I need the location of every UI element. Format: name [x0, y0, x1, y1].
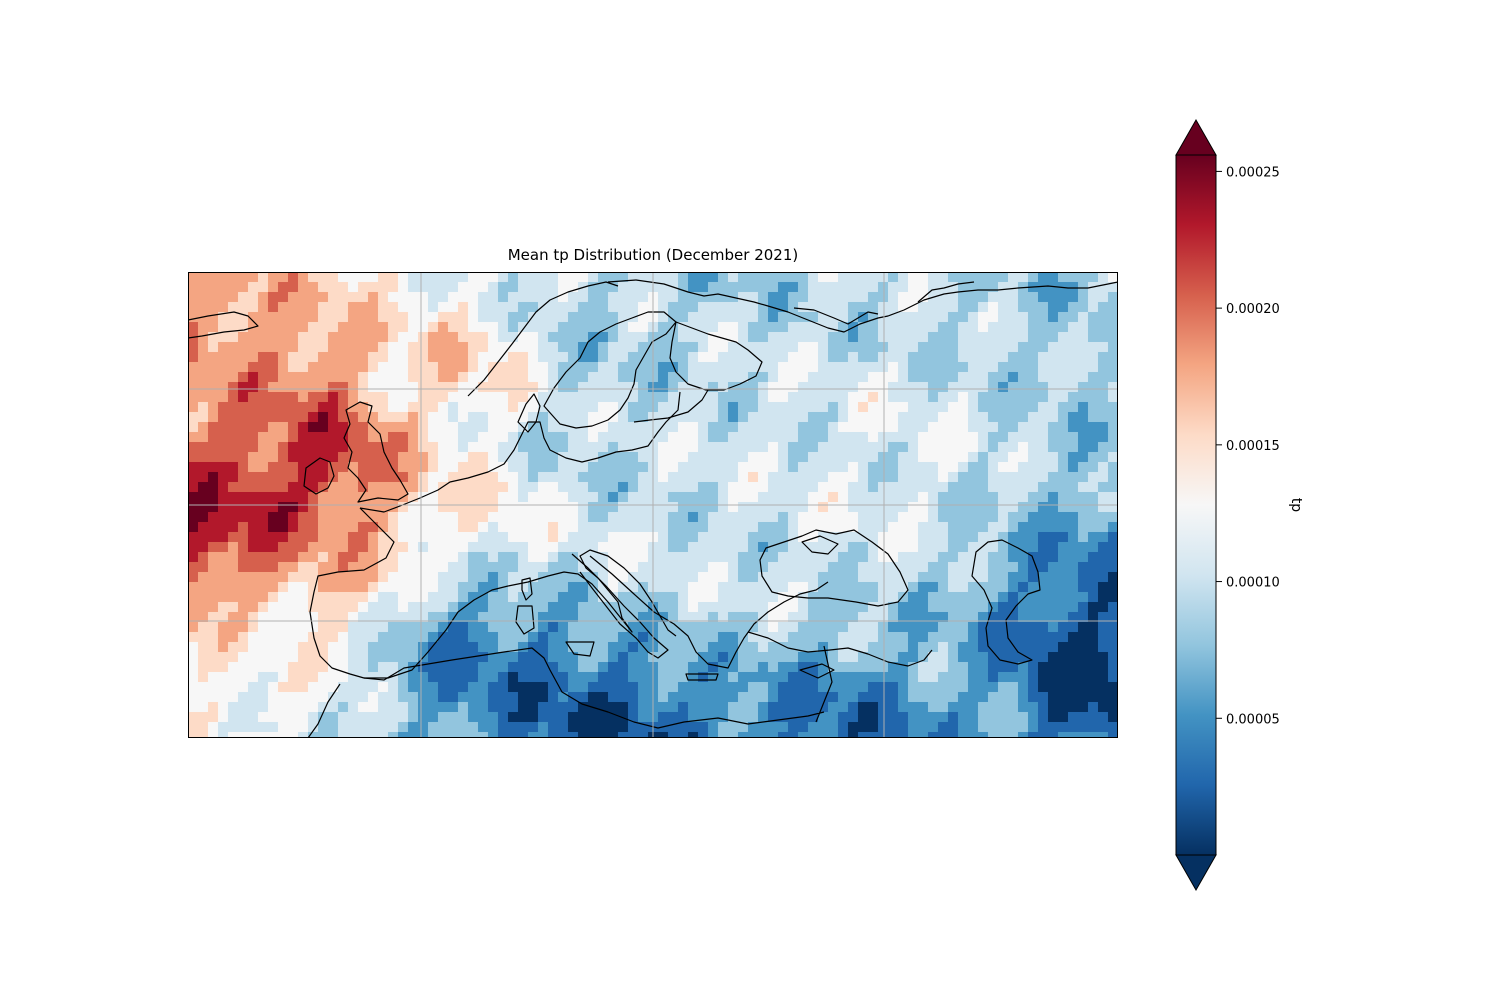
colorbar-tick-label: 0.00015 [1226, 439, 1280, 454]
gridlines [188, 272, 1118, 738]
coastline-denmark [517, 393, 541, 433]
colorbar: 0.00005 0.00010 0.00015 0.00020 0.00025 tp [1175, 118, 1304, 892]
coastline-black-sea [759, 529, 909, 607]
coastline-sicily [565, 641, 595, 657]
coastline-finland [669, 321, 763, 391]
coastline-north-africa [363, 647, 825, 729]
coastline-caspian [971, 539, 1041, 665]
coastline-russia-north [607, 279, 1118, 333]
coastline-baltic-states [633, 389, 709, 423]
coastline-sweden [543, 311, 677, 429]
coastline-corsica [521, 577, 533, 601]
coastline-great-britain [343, 401, 409, 503]
coastline-cyprus [799, 663, 835, 679]
coastline-med-north [507, 549, 677, 637]
coastline-italy [571, 553, 669, 659]
colorbar-max-arrow [1175, 118, 1217, 156]
precipitation-map [188, 272, 1118, 738]
coastline-scandinavia-west [467, 281, 619, 397]
map-title: Mean tp Distribution (December 2021) [507, 246, 799, 264]
colorbar-label: tp [1288, 498, 1304, 512]
coastline-morocco [307, 683, 341, 738]
coastline-crimea [801, 535, 839, 555]
colorbar-tick-label: 0.00020 [1226, 302, 1280, 317]
colorbar-tick-label: 0.00005 [1226, 712, 1280, 727]
precipitation-field [188, 272, 1118, 738]
colorbar-tick-label: 0.00010 [1226, 576, 1280, 591]
coastline-continent-west [359, 391, 681, 513]
colorbar-min-arrow [1175, 854, 1217, 892]
coastline-levant [815, 645, 833, 723]
coastlines [188, 279, 1118, 738]
coastline-turkey-south [747, 631, 933, 667]
coastline-greenland [188, 311, 259, 339]
colorbar-ticks: 0.00005 0.00010 0.00015 0.00020 0.00025 [1216, 165, 1280, 727]
colorbar-gradient [1175, 154, 1217, 856]
map-frame [188, 272, 1118, 738]
coastline-kanin [917, 281, 975, 303]
coastline-sardinia [515, 605, 535, 635]
coastline-ireland [303, 457, 335, 495]
coastline-kola [793, 307, 879, 325]
coastline-balkans [589, 555, 829, 669]
coastline-crete [685, 673, 719, 681]
colorbar-tick-label: 0.00025 [1226, 165, 1280, 180]
